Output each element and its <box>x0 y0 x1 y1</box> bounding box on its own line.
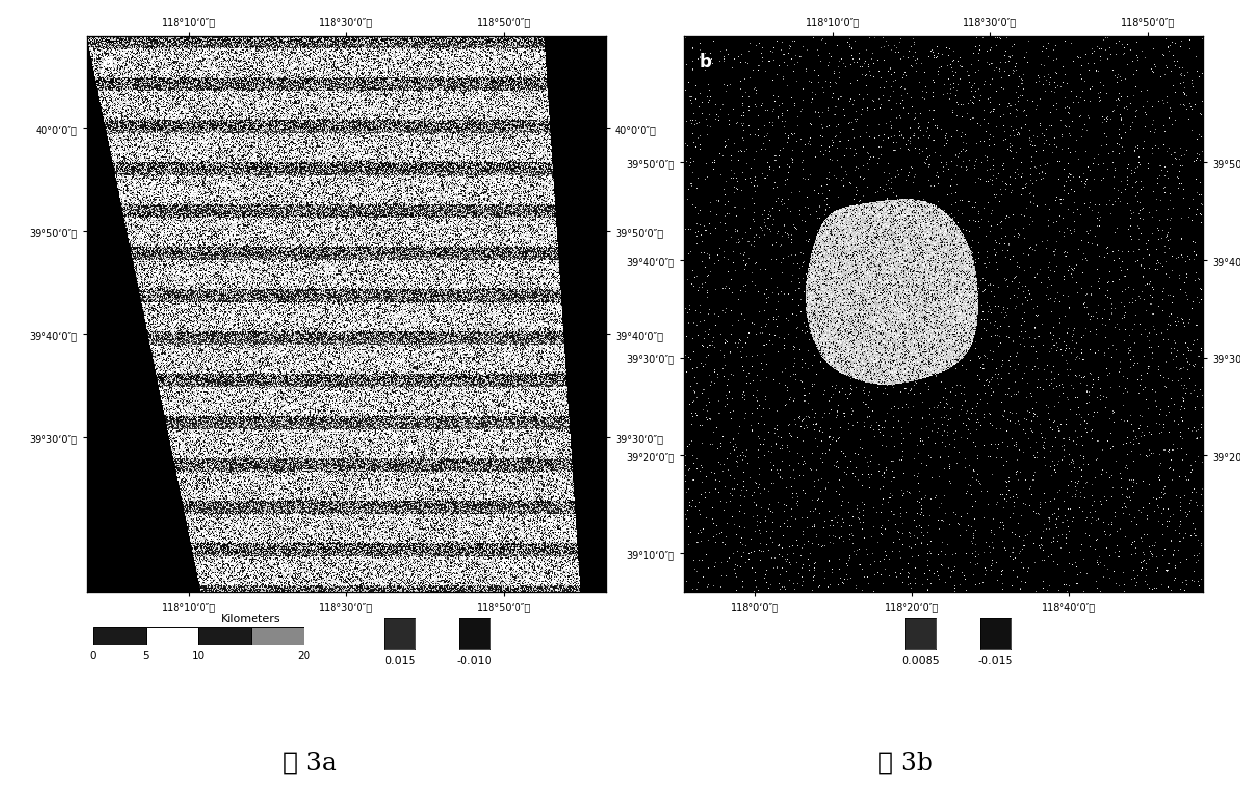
Text: N: N <box>1185 114 1194 124</box>
Text: 0: 0 <box>89 650 97 660</box>
Text: Kilometers: Kilometers <box>221 613 281 623</box>
Text: 10: 10 <box>192 650 205 660</box>
Text: 图 3a: 图 3a <box>283 751 337 774</box>
Bar <box>198 627 250 645</box>
Text: -0.010: -0.010 <box>456 655 492 665</box>
Text: 图 3b: 图 3b <box>878 751 932 774</box>
Text: b: b <box>699 54 712 71</box>
Bar <box>146 627 198 645</box>
Text: -0.015: -0.015 <box>977 655 1013 665</box>
Text: 0.0085: 0.0085 <box>901 655 940 665</box>
Text: 5: 5 <box>143 650 149 660</box>
Text: a: a <box>103 54 114 71</box>
Bar <box>250 627 304 645</box>
Text: 20: 20 <box>298 650 310 660</box>
Bar <box>93 627 146 645</box>
Text: 0.015: 0.015 <box>384 655 415 665</box>
